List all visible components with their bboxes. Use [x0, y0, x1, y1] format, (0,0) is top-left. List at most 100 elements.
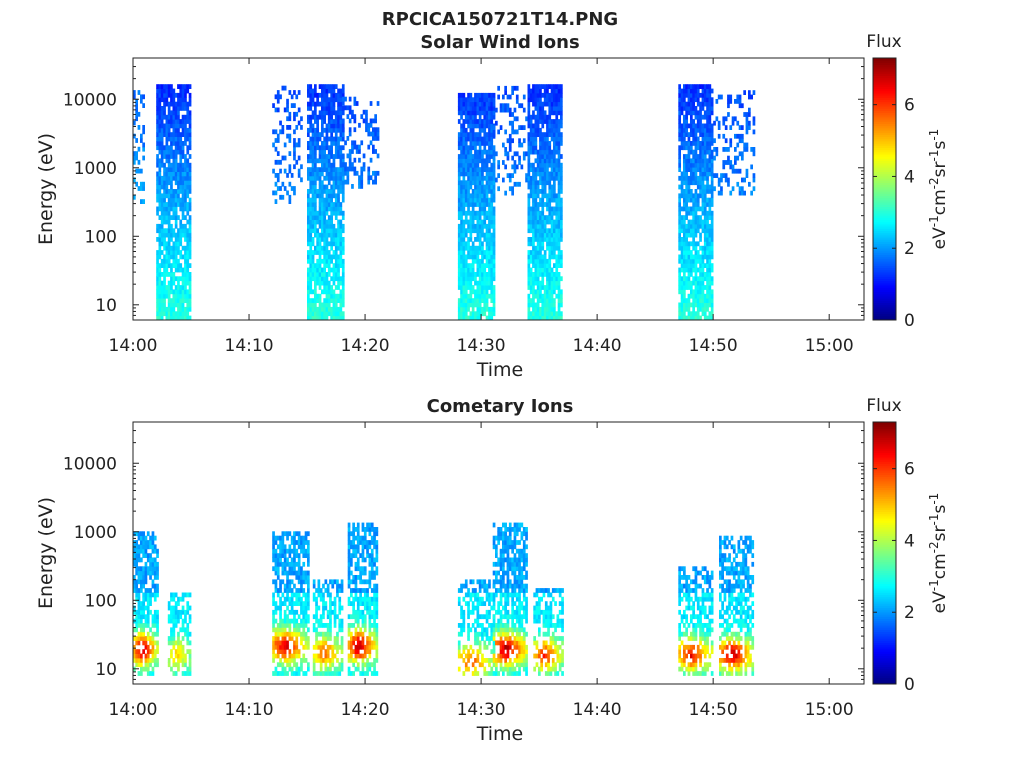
flux-cell	[683, 219, 686, 225]
flux-cell	[330, 197, 333, 203]
flux-cell	[541, 180, 545, 186]
flux-cell	[337, 245, 340, 251]
flux-cell	[339, 311, 343, 317]
flux-cell	[555, 110, 559, 116]
colorbar-step	[873, 68, 896, 72]
flux-cell	[156, 258, 159, 264]
flux-cell	[513, 160, 517, 165]
flux-cell	[692, 84, 695, 89]
flux-cell	[555, 280, 559, 286]
flux-cell	[541, 189, 545, 194]
flux-cell	[156, 566, 159, 572]
flux-cell	[133, 579, 136, 585]
flux-cell	[557, 228, 561, 234]
flux-cell	[142, 181, 145, 187]
flux-cell	[527, 202, 531, 207]
flux-cell	[283, 644, 287, 650]
flux-cell	[476, 197, 480, 203]
flux-cell	[186, 666, 190, 672]
flux-cell	[177, 614, 180, 620]
flux-cell	[140, 666, 143, 672]
flux-cell	[297, 601, 301, 606]
flux-cell	[694, 145, 698, 151]
flux-cell	[163, 311, 166, 317]
flux-cell	[323, 276, 326, 282]
flux-cell	[283, 649, 287, 654]
flux-cell	[177, 145, 180, 151]
flux-cell	[532, 127, 535, 133]
flux-cell	[560, 202, 563, 207]
flux-cell	[469, 263, 473, 268]
flux-cell	[137, 159, 141, 165]
flux-cell	[527, 119, 531, 124]
flux-cell	[295, 618, 299, 624]
flux-cell	[318, 180, 322, 186]
flux-cell	[492, 254, 496, 260]
flux-cell	[160, 289, 164, 295]
flux-cell	[476, 272, 480, 277]
flux-cell	[694, 154, 698, 159]
flux-cell	[713, 120, 716, 126]
flux-cell	[515, 116, 519, 122]
flux-cell	[460, 197, 463, 203]
flux-cell	[490, 97, 494, 103]
flux-cell	[283, 544, 287, 550]
flux-cell	[490, 123, 494, 129]
flux-cell	[374, 179, 377, 185]
flux-cell	[490, 127, 494, 133]
flux-cell	[534, 92, 538, 98]
flux-cell	[696, 306, 700, 312]
flux-cell	[708, 315, 712, 321]
flux-cell	[172, 193, 176, 199]
flux-cell	[337, 184, 340, 190]
flux-cell	[290, 535, 294, 541]
colorbar-step	[873, 271, 896, 275]
flux-cell	[727, 160, 730, 165]
flux-cell	[158, 228, 162, 234]
flux-cell	[543, 167, 547, 172]
flux-cell	[341, 153, 345, 159]
flux-cell	[560, 302, 563, 308]
flux-cell	[135, 111, 138, 117]
flux-cell	[560, 167, 563, 172]
flux-cell	[478, 267, 482, 273]
flux-cell	[276, 570, 280, 576]
flux-cell	[710, 97, 714, 103]
flux-cell	[179, 97, 183, 103]
flux-cell	[181, 298, 185, 303]
flux-cell	[165, 250, 169, 255]
flux-cell	[172, 631, 176, 637]
flux-cell	[460, 184, 463, 190]
flux-cell	[142, 548, 145, 554]
flux-cell	[476, 263, 480, 268]
flux-cell	[300, 566, 303, 572]
flux-cell	[490, 175, 494, 181]
colorbar-tick-label: 2	[904, 239, 915, 259]
flux-cell	[469, 136, 473, 142]
flux-cell	[474, 132, 477, 137]
flux-cell	[557, 97, 561, 103]
flux-cell	[184, 272, 187, 277]
flux-cell	[170, 592, 173, 598]
flux-cell	[680, 267, 684, 273]
flux-cell	[553, 136, 556, 142]
flux-cell	[276, 644, 280, 650]
flux-cell	[309, 215, 313, 220]
flux-cell	[153, 548, 157, 554]
flux-cell	[149, 662, 152, 668]
flux-cell	[536, 162, 540, 168]
flux-cell	[321, 206, 324, 212]
flux-cell	[327, 263, 331, 268]
flux-cell	[149, 553, 152, 558]
flux-cell	[302, 544, 306, 550]
flux-cell	[163, 245, 166, 251]
flux-cell	[694, 149, 698, 155]
flux-cell	[687, 263, 691, 268]
flux-cell	[511, 173, 514, 178]
flux-cell	[550, 97, 554, 103]
flux-cell	[539, 162, 542, 168]
flux-cell	[327, 180, 331, 186]
flux-cell	[325, 302, 329, 308]
flux-cell	[532, 206, 535, 212]
flux-cell	[344, 162, 347, 167]
